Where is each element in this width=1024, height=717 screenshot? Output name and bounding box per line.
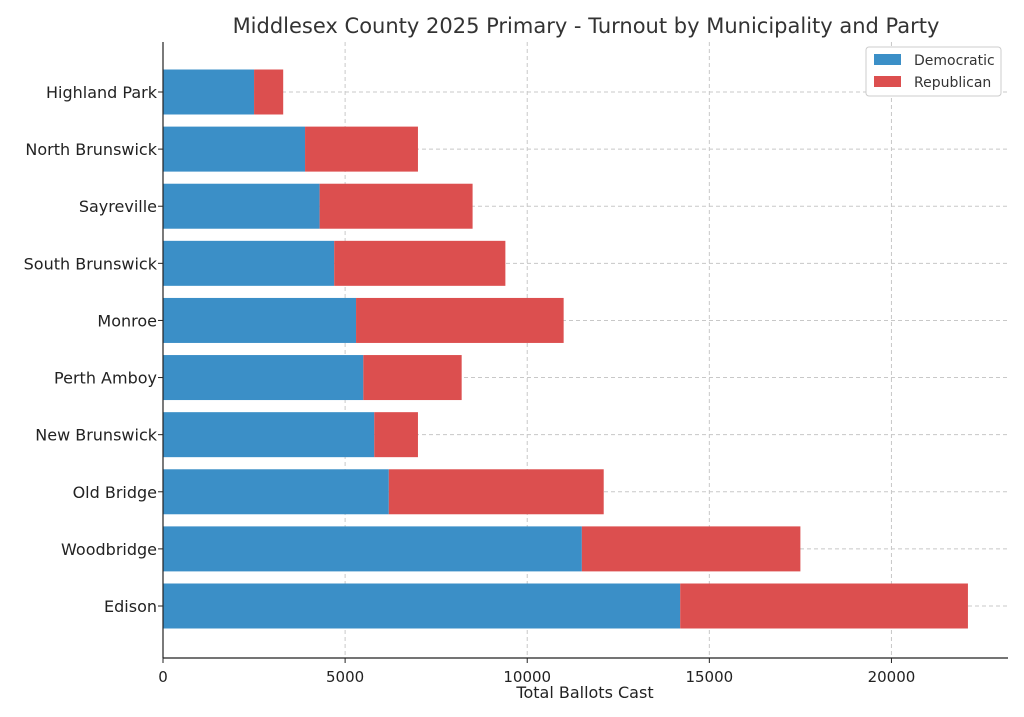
legend-swatch-republican — [874, 76, 901, 87]
bar-republican-new-brunswick — [374, 412, 418, 458]
bar-republican-woodbridge — [581, 526, 801, 572]
bar-republican-old-bridge — [388, 469, 604, 515]
x-tick-label-5000: 5000 — [326, 668, 364, 686]
legend-swatch-democratic — [874, 54, 901, 65]
bar-republican-sayreville — [319, 183, 473, 229]
x-tick-label-10000: 10000 — [503, 668, 551, 686]
category-label-edison: Edison — [104, 597, 157, 616]
bar-democratic-new-brunswick — [163, 412, 375, 458]
bar-democratic-edison — [163, 583, 681, 629]
category-label-sayreville: Sayreville — [79, 197, 157, 216]
x-axis-title: Total Ballots Cast — [515, 683, 653, 702]
bar-republican-perth-amboy — [363, 355, 462, 401]
bar-republican-highland-park — [254, 69, 284, 115]
category-labels: Edison Woodbridge Old Bridge New Brunswick P… — [24, 83, 163, 616]
category-label-south-brunswick: South Brunswick — [24, 254, 158, 273]
bar-democratic-woodbridge — [163, 526, 582, 572]
x-tick-labels: 0 5000 10000 15000 20000 — [158, 658, 915, 686]
legend-label-republican: Republican — [914, 75, 991, 91]
axes-layer — [162, 42, 1008, 659]
x-tick-label-0: 0 — [158, 668, 168, 686]
category-label-highland-park: Highland Park — [46, 83, 158, 102]
chart-title: Middlesex County 2025 Primary - Turnout … — [233, 14, 940, 38]
bar-democratic-monroe — [163, 297, 357, 343]
bar-republican-north-brunswick — [305, 126, 418, 172]
category-label-woodbridge: Woodbridge — [61, 540, 157, 559]
bars-layer — [163, 69, 968, 629]
category-label-old-bridge: Old Bridge — [73, 483, 157, 502]
x-tick-label-20000: 20000 — [868, 668, 916, 686]
legend-label-democratic: Democratic — [914, 53, 995, 69]
bar-republican-monroe — [356, 297, 564, 343]
bar-democratic-south-brunswick — [163, 240, 335, 286]
category-label-perth-amboy: Perth Amboy — [54, 369, 157, 388]
category-label-new-brunswick: New Brunswick — [35, 426, 157, 445]
bar-democratic-perth-amboy — [163, 355, 364, 401]
legend: Democratic Republican — [865, 46, 1002, 97]
bar-democratic-north-brunswick — [163, 126, 306, 172]
category-label-north-brunswick: North Brunswick — [25, 140, 157, 159]
bar-democratic-old-bridge — [163, 469, 389, 515]
bar-republican-south-brunswick — [334, 240, 506, 286]
x-tick-label-15000: 15000 — [685, 668, 733, 686]
category-label-monroe: Monroe — [97, 311, 157, 330]
bar-democratic-sayreville — [163, 183, 320, 229]
bar-democratic-highland-park — [163, 69, 255, 115]
bar-republican-edison — [680, 583, 968, 629]
